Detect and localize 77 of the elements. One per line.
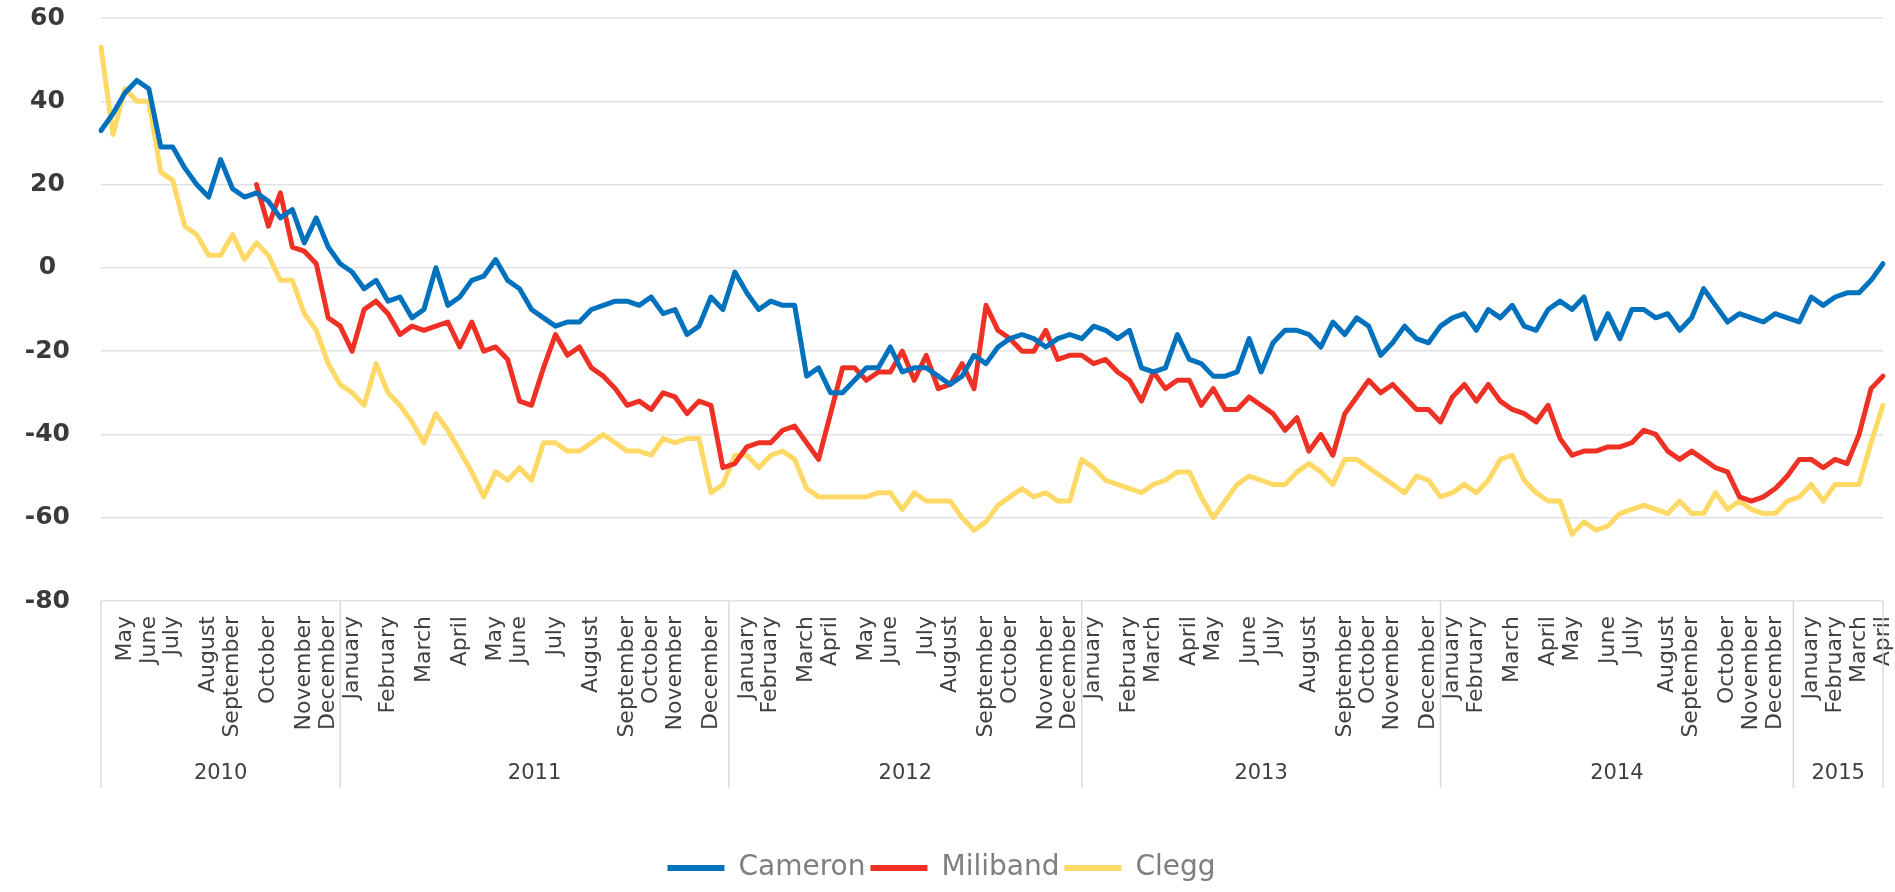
legend-label: Clegg <box>1135 849 1216 883</box>
text: 2015 <box>1811 760 1865 785</box>
y-tick-label: -80 <box>24 584 70 614</box>
x-tick-label: December <box>1414 615 1440 731</box>
text: 2011 <box>507 760 562 785</box>
x-tick-label: January <box>1796 616 1822 702</box>
y-tick-label: 20 <box>30 168 65 198</box>
x-tick-label: August <box>935 615 961 693</box>
x-tick-label: November <box>1378 615 1404 731</box>
x-tick-label: April <box>445 616 471 667</box>
x-tick-label: September <box>1677 615 1703 738</box>
x-tick-label: January <box>1438 616 1464 702</box>
x-tick-label: January <box>732 616 758 702</box>
x-tick-label: December <box>1761 615 1787 731</box>
legend-label: Cameron <box>738 849 866 883</box>
text: 2012 <box>878 760 933 785</box>
x-tick-label: July <box>1258 616 1284 658</box>
x-tick-label: June <box>1593 616 1619 666</box>
x-tick-label: March <box>1844 616 1870 684</box>
x-tick-label: April <box>1175 616 1201 667</box>
x-tick-label: July <box>1617 616 1643 658</box>
text: 2013 <box>1234 760 1288 785</box>
x-tick-label: March <box>1139 616 1165 684</box>
x-tick-label: October <box>1354 615 1380 705</box>
x-tick-label: June <box>1234 616 1260 666</box>
x-tick-label: April <box>816 616 842 667</box>
x-tick-label: July <box>541 616 567 658</box>
x-tick-label: February <box>1462 616 1488 714</box>
x-tick-label: December <box>696 615 722 731</box>
x-tick-label: January <box>1079 616 1105 702</box>
x-tick-label: August <box>577 615 603 693</box>
x-tick-label: September <box>612 615 638 738</box>
x-tick-label: August <box>1294 615 1320 693</box>
y-tick-label: 40 <box>30 84 65 114</box>
x-tick-label: September <box>971 615 997 738</box>
x-tick-label: August <box>194 615 220 693</box>
y-tick-label: 0 <box>38 251 57 281</box>
x-tick-label: June <box>876 616 902 666</box>
x-tick-label: October <box>636 615 662 705</box>
x-tick-label: April <box>1868 616 1894 667</box>
x-tick-label: February <box>756 616 782 714</box>
x-tick-label: November <box>660 615 686 731</box>
legend-label: Miliband <box>941 849 1060 883</box>
x-tick-label: August <box>1653 615 1679 693</box>
x-tick-label: February <box>1115 616 1141 714</box>
x-tick-label: July <box>911 616 937 658</box>
y-tick-label: -40 <box>24 417 70 447</box>
x-tick-label: November <box>1737 615 1763 731</box>
x-tick-label: May <box>110 616 136 662</box>
x-tick-label: April <box>1533 616 1559 667</box>
x-tick-label: May <box>852 616 878 662</box>
x-tick-label: September <box>218 615 244 738</box>
x-tick-label: June <box>134 616 160 666</box>
x-tick-label: March <box>792 616 818 684</box>
x-tick-label: July <box>158 616 184 658</box>
x-tick-label: October <box>254 615 280 705</box>
y-tick-label: 60 <box>30 1 65 31</box>
x-tick-label: March <box>409 616 435 684</box>
x-tick-label: November <box>290 615 316 731</box>
x-tick-label: May <box>1557 616 1583 662</box>
x-tick-label: May <box>1198 616 1224 662</box>
text: 2010 <box>193 760 248 785</box>
x-tick-label: December <box>1055 615 1081 731</box>
x-tick-label: October <box>1713 615 1739 705</box>
x-tick-label: October <box>995 615 1021 705</box>
text: 2014 <box>1590 760 1644 785</box>
x-tick-label: May <box>481 616 507 662</box>
y-tick-label: -60 <box>24 501 70 531</box>
x-tick-label: February <box>373 616 399 714</box>
x-tick-label: September <box>1330 615 1356 738</box>
x-tick-label: February <box>1820 616 1846 714</box>
x-tick-label: November <box>1031 615 1057 731</box>
x-tick-label: January <box>337 616 363 702</box>
x-tick-label: June <box>505 616 531 666</box>
x-tick-label: December <box>313 615 339 731</box>
x-tick-label: March <box>1497 616 1523 684</box>
y-tick-label: -20 <box>24 334 70 364</box>
